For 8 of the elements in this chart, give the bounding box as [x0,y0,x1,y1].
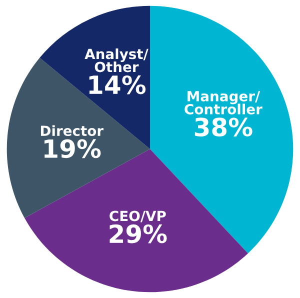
slice-label: Analyst/ Other [84,48,148,72]
data-label: 29% [110,224,167,244]
slice-label: Manager/ Controller [184,91,262,114]
slice-label: Director [40,125,104,136]
data-label: 19% [44,139,101,158]
data-label: 14% [89,75,146,94]
data-label: 38% [194,118,252,137]
slice-label: CEO/VP [110,210,166,222]
